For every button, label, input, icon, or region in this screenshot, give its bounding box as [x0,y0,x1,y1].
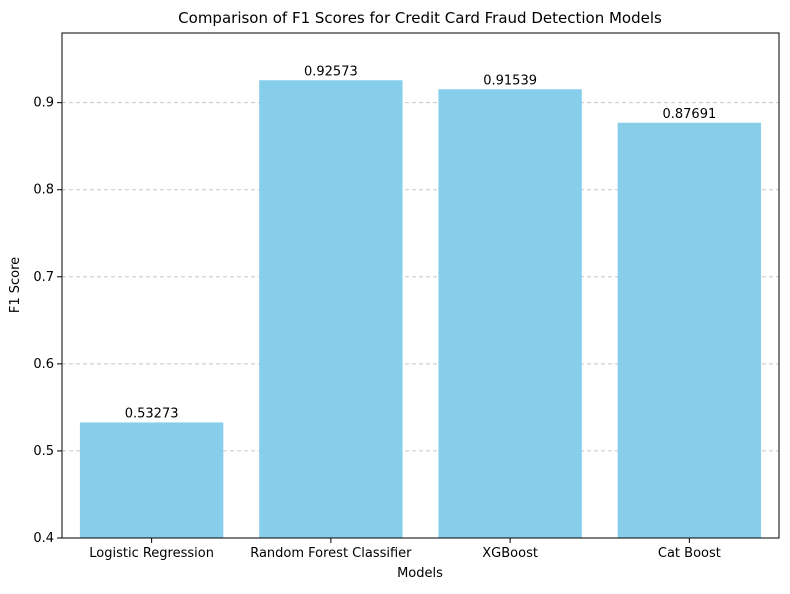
x-tick-label: Random Forest Classifier [250,546,412,561]
y-tick-label: 0.6 [33,357,54,372]
bar [259,80,403,539]
y-tick-label: 0.9 [33,96,54,111]
bar-value-label: 0.53273 [125,406,179,421]
x-axis-ticks: Logistic Regression Random Forest Classif… [89,538,721,561]
bar-value-label: 0.92573 [304,64,358,79]
bar-value-label: 0.91539 [483,73,537,88]
x-tick-label: XGBoost [482,546,538,561]
y-axis-label: F1 Score [8,257,23,313]
y-tick-label: 0.7 [33,270,54,285]
plot-area-frame [61,32,780,539]
y-tick-label: 0.8 [33,183,54,198]
chart-title: Comparison of F1 Scores for Credit Card … [178,9,662,27]
bar [617,122,762,538]
y-tick-label: 0.5 [33,444,54,459]
bar [438,89,582,539]
x-axis-label: Models [397,566,443,581]
bars [79,80,762,539]
bar-value-labels: 0.53273 0.92573 0.91539 0.87691 [125,64,717,421]
y-axis-ticks: 0.4 0.5 0.6 0.7 0.8 0.9 [33,96,62,546]
x-tick-label: Logistic Regression [89,546,214,561]
x-tick-label: Cat Boost [658,546,721,561]
bar-value-label: 0.87691 [662,107,716,122]
y-tick-label: 0.4 [33,531,54,546]
bar [79,422,224,538]
